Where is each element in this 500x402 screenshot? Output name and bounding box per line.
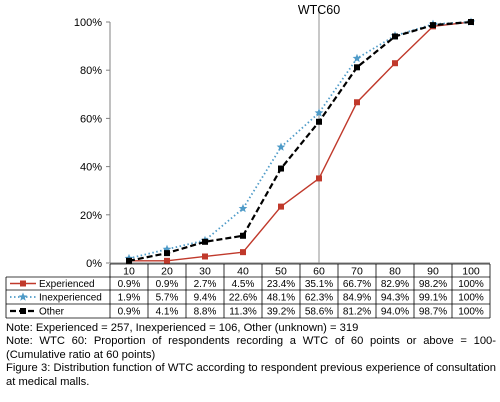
- experienced-point: [240, 249, 246, 256]
- inexperienced-value-label: 84.9%: [343, 293, 371, 304]
- other-value-label: 4.1%: [156, 307, 179, 318]
- other-point: [316, 118, 322, 125]
- other-point: [468, 19, 474, 25]
- other-legend-label: Other: [39, 307, 65, 318]
- sample-size-note: Note: Experienced = 257, Inexperienced =…: [6, 322, 359, 334]
- other-value-label: 100%: [458, 307, 484, 318]
- figure-caption: Figure 3: Distribution function of WTC a…: [6, 362, 496, 388]
- experienced-value-label: 100%: [458, 279, 484, 290]
- inexperienced-value-label: 1.9%: [118, 293, 141, 304]
- inexperienced-point: [314, 108, 324, 117]
- x-tick-label: 60: [313, 266, 325, 278]
- inexperienced-point: [276, 142, 286, 151]
- experienced-series: [126, 19, 474, 264]
- experienced-point: [316, 175, 322, 182]
- x-tick-label: 70: [351, 266, 363, 278]
- experienced-value-label: 0.9%: [118, 279, 141, 290]
- inexperienced-point: [238, 203, 248, 213]
- x-tick-label: 50: [275, 266, 287, 278]
- other-line: [128, 20, 472, 262]
- experienced-legend-marker: [20, 280, 26, 287]
- other-point: [278, 165, 284, 172]
- other-point: [240, 232, 246, 239]
- experienced-value-label: 2.7%: [194, 279, 217, 290]
- other-point: [354, 64, 360, 71]
- other-point: [202, 238, 208, 245]
- x-tick-label: 80: [389, 266, 401, 278]
- inexperienced-value-label: 94.3%: [381, 293, 409, 304]
- other-legend-marker: [20, 308, 26, 314]
- inexperienced-legend-marker: [18, 292, 28, 301]
- inexperienced-line: [128, 21, 472, 260]
- other-point: [126, 257, 132, 264]
- experienced-point: [392, 60, 398, 67]
- x-tick-label: 30: [199, 266, 211, 278]
- x-tick-label: 40: [237, 266, 249, 278]
- experienced-value-label: 35.1%: [305, 279, 333, 290]
- inexperienced-value-label: 62.3%: [305, 293, 333, 304]
- y-tick-label: 0%: [86, 258, 102, 270]
- inexperienced-legend-label: Inexperienced: [39, 293, 102, 304]
- experienced-point: [278, 203, 284, 210]
- x-tick-label: 20: [161, 266, 173, 278]
- experienced-point: [164, 257, 170, 264]
- inexperienced-series: [124, 17, 476, 263]
- notes-block: Note: Experienced = 257, Inexperienced =…: [6, 322, 496, 389]
- x-tick-label: 100: [462, 266, 480, 278]
- inexperienced-value-label: 5.7%: [156, 293, 179, 304]
- other-value-label: 98.7%: [419, 307, 447, 318]
- experienced-value-label: 66.7%: [343, 279, 371, 290]
- experienced-value-label: 4.5%: [232, 279, 255, 290]
- experienced-point: [354, 99, 360, 106]
- inexperienced-value-label: 99.1%: [419, 293, 447, 304]
- other-point: [164, 250, 170, 257]
- y-tick-label: 40%: [80, 162, 102, 174]
- inexperienced-value-label: 22.6%: [229, 293, 257, 304]
- experienced-point: [202, 253, 208, 260]
- y-tick-label: 20%: [80, 210, 102, 222]
- x-tick-label: 90: [427, 266, 439, 278]
- inexperienced-value-label: 48.1%: [267, 293, 295, 304]
- experienced-value-label: 23.4%: [267, 279, 295, 290]
- other-value-label: 81.2%: [343, 307, 371, 318]
- y-tick-label: 100%: [74, 17, 102, 29]
- inexperienced-value-label: 9.4%: [194, 293, 217, 304]
- wtc-distribution-chart: 0% 20% 40% 60% 80% 100% WTC60 10 20 30 40 50 60 70 80 9…: [5, 3, 491, 319]
- wtc60-label: WTC60: [298, 3, 340, 17]
- other-point: [430, 22, 436, 29]
- other-point: [392, 33, 398, 40]
- experienced-line: [129, 21, 472, 262]
- x-tick-label: 10: [123, 266, 135, 278]
- other-value-label: 11.3%: [229, 307, 257, 318]
- experienced-value-label: 82.9%: [381, 279, 409, 290]
- y-tick-label: 80%: [80, 65, 102, 77]
- experienced-value-label: 0.9%: [156, 279, 179, 290]
- other-value-label: 0.9%: [118, 307, 141, 318]
- experienced-value-label: 98.2%: [419, 279, 447, 290]
- other-value-label: 8.8%: [194, 307, 217, 318]
- inexperienced-point: [352, 53, 362, 63]
- other-series: [126, 19, 474, 264]
- other-value-label: 58.6%: [305, 307, 333, 318]
- inexperienced-point: [162, 244, 172, 253]
- other-value-label: 39.2%: [267, 307, 295, 318]
- y-tick-label: 60%: [80, 113, 102, 125]
- other-value-label: 94.0%: [381, 307, 409, 318]
- experienced-legend-label: Experienced: [39, 279, 95, 290]
- inexperienced-value-label: 100%: [458, 293, 484, 304]
- wtc60-definition-note: Note: WTC 60: Proportion of respondents …: [6, 335, 496, 361]
